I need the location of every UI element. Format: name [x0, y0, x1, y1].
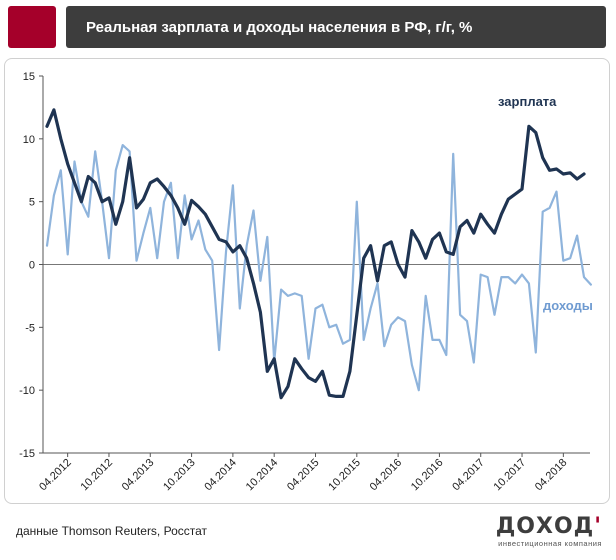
logo-mark: ' — [594, 514, 602, 539]
y-tick-label: -10 — [19, 385, 35, 397]
x-tick-label: 04.2014 — [202, 457, 239, 494]
chart-title: Реальная зарплата и доходы населения в Р… — [86, 18, 473, 36]
y-tick-label: 0 — [29, 260, 35, 272]
company-logo: ДОХОД' инвестиционная компания — [495, 514, 602, 549]
x-tick-label: 10.2012 — [78, 457, 115, 494]
x-tick-label: 10.2013 — [161, 457, 198, 494]
series-label-income: доходы — [543, 298, 593, 313]
y-tick-label: -5 — [25, 322, 35, 334]
x-tick-label: 10.2016 — [409, 457, 446, 494]
logo-subtitle: инвестиционная компания — [498, 539, 602, 548]
chart-area — [4, 58, 610, 504]
x-tick-label: 04.2013 — [120, 457, 157, 494]
series-line-wage — [45, 108, 586, 400]
x-tick-label: 10.2014 — [244, 457, 281, 494]
y-tick-label: 10 — [23, 134, 35, 146]
x-tick-label: 04.2018 — [533, 457, 570, 494]
logo-text: ДОХОД — [495, 514, 595, 539]
y-tick-label: 5 — [29, 197, 35, 209]
x-tick-label: 10.2015 — [326, 457, 363, 494]
y-tick-label: -15 — [19, 448, 35, 460]
x-tick-label: 04.2017 — [450, 457, 487, 494]
x-tick-label: 10.2017 — [492, 457, 529, 494]
x-tick-label: 04.2015 — [285, 457, 322, 494]
y-tick-label: 15 — [23, 71, 35, 83]
accent-square — [8, 6, 56, 48]
source-note: данные Thomson Reuters, Росстат — [16, 524, 208, 538]
series-line-income — [45, 144, 593, 392]
x-tick-label: 04.2012 — [37, 457, 74, 494]
x-tick-label: 04.2016 — [368, 457, 405, 494]
series-label-wage: зарплата — [498, 94, 557, 109]
chart-title-bar: Реальная зарплата и доходы населения в Р… — [66, 6, 606, 48]
